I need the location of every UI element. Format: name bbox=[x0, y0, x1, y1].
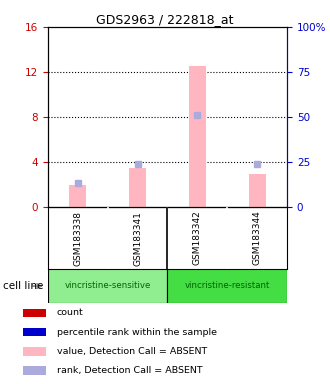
Bar bbox=[22, 309, 46, 317]
Text: vincristine-sensitive: vincristine-sensitive bbox=[64, 281, 151, 290]
Text: value, Detection Call = ABSENT: value, Detection Call = ABSENT bbox=[57, 347, 207, 356]
Bar bbox=[22, 366, 46, 375]
Bar bbox=[22, 328, 46, 336]
Bar bbox=[129, 168, 146, 207]
Bar bbox=[69, 185, 86, 207]
Text: GSM183338: GSM183338 bbox=[73, 210, 82, 266]
Text: GSM183341: GSM183341 bbox=[133, 211, 142, 265]
Bar bbox=[249, 174, 266, 207]
Text: percentile rank within the sample: percentile rank within the sample bbox=[57, 328, 216, 337]
Text: count: count bbox=[57, 308, 83, 318]
Text: vincristine-resistant: vincristine-resistant bbox=[184, 281, 270, 290]
Text: GSM183342: GSM183342 bbox=[193, 211, 202, 265]
Text: GSM183344: GSM183344 bbox=[253, 211, 262, 265]
Bar bbox=[189, 66, 206, 207]
Text: rank, Detection Call = ABSENT: rank, Detection Call = ABSENT bbox=[57, 366, 202, 375]
Text: cell line: cell line bbox=[3, 281, 44, 291]
Text: GDS2963 / 222818_at: GDS2963 / 222818_at bbox=[96, 13, 234, 26]
Bar bbox=[48, 269, 168, 303]
Bar bbox=[22, 347, 46, 356]
Bar bbox=[168, 269, 287, 303]
